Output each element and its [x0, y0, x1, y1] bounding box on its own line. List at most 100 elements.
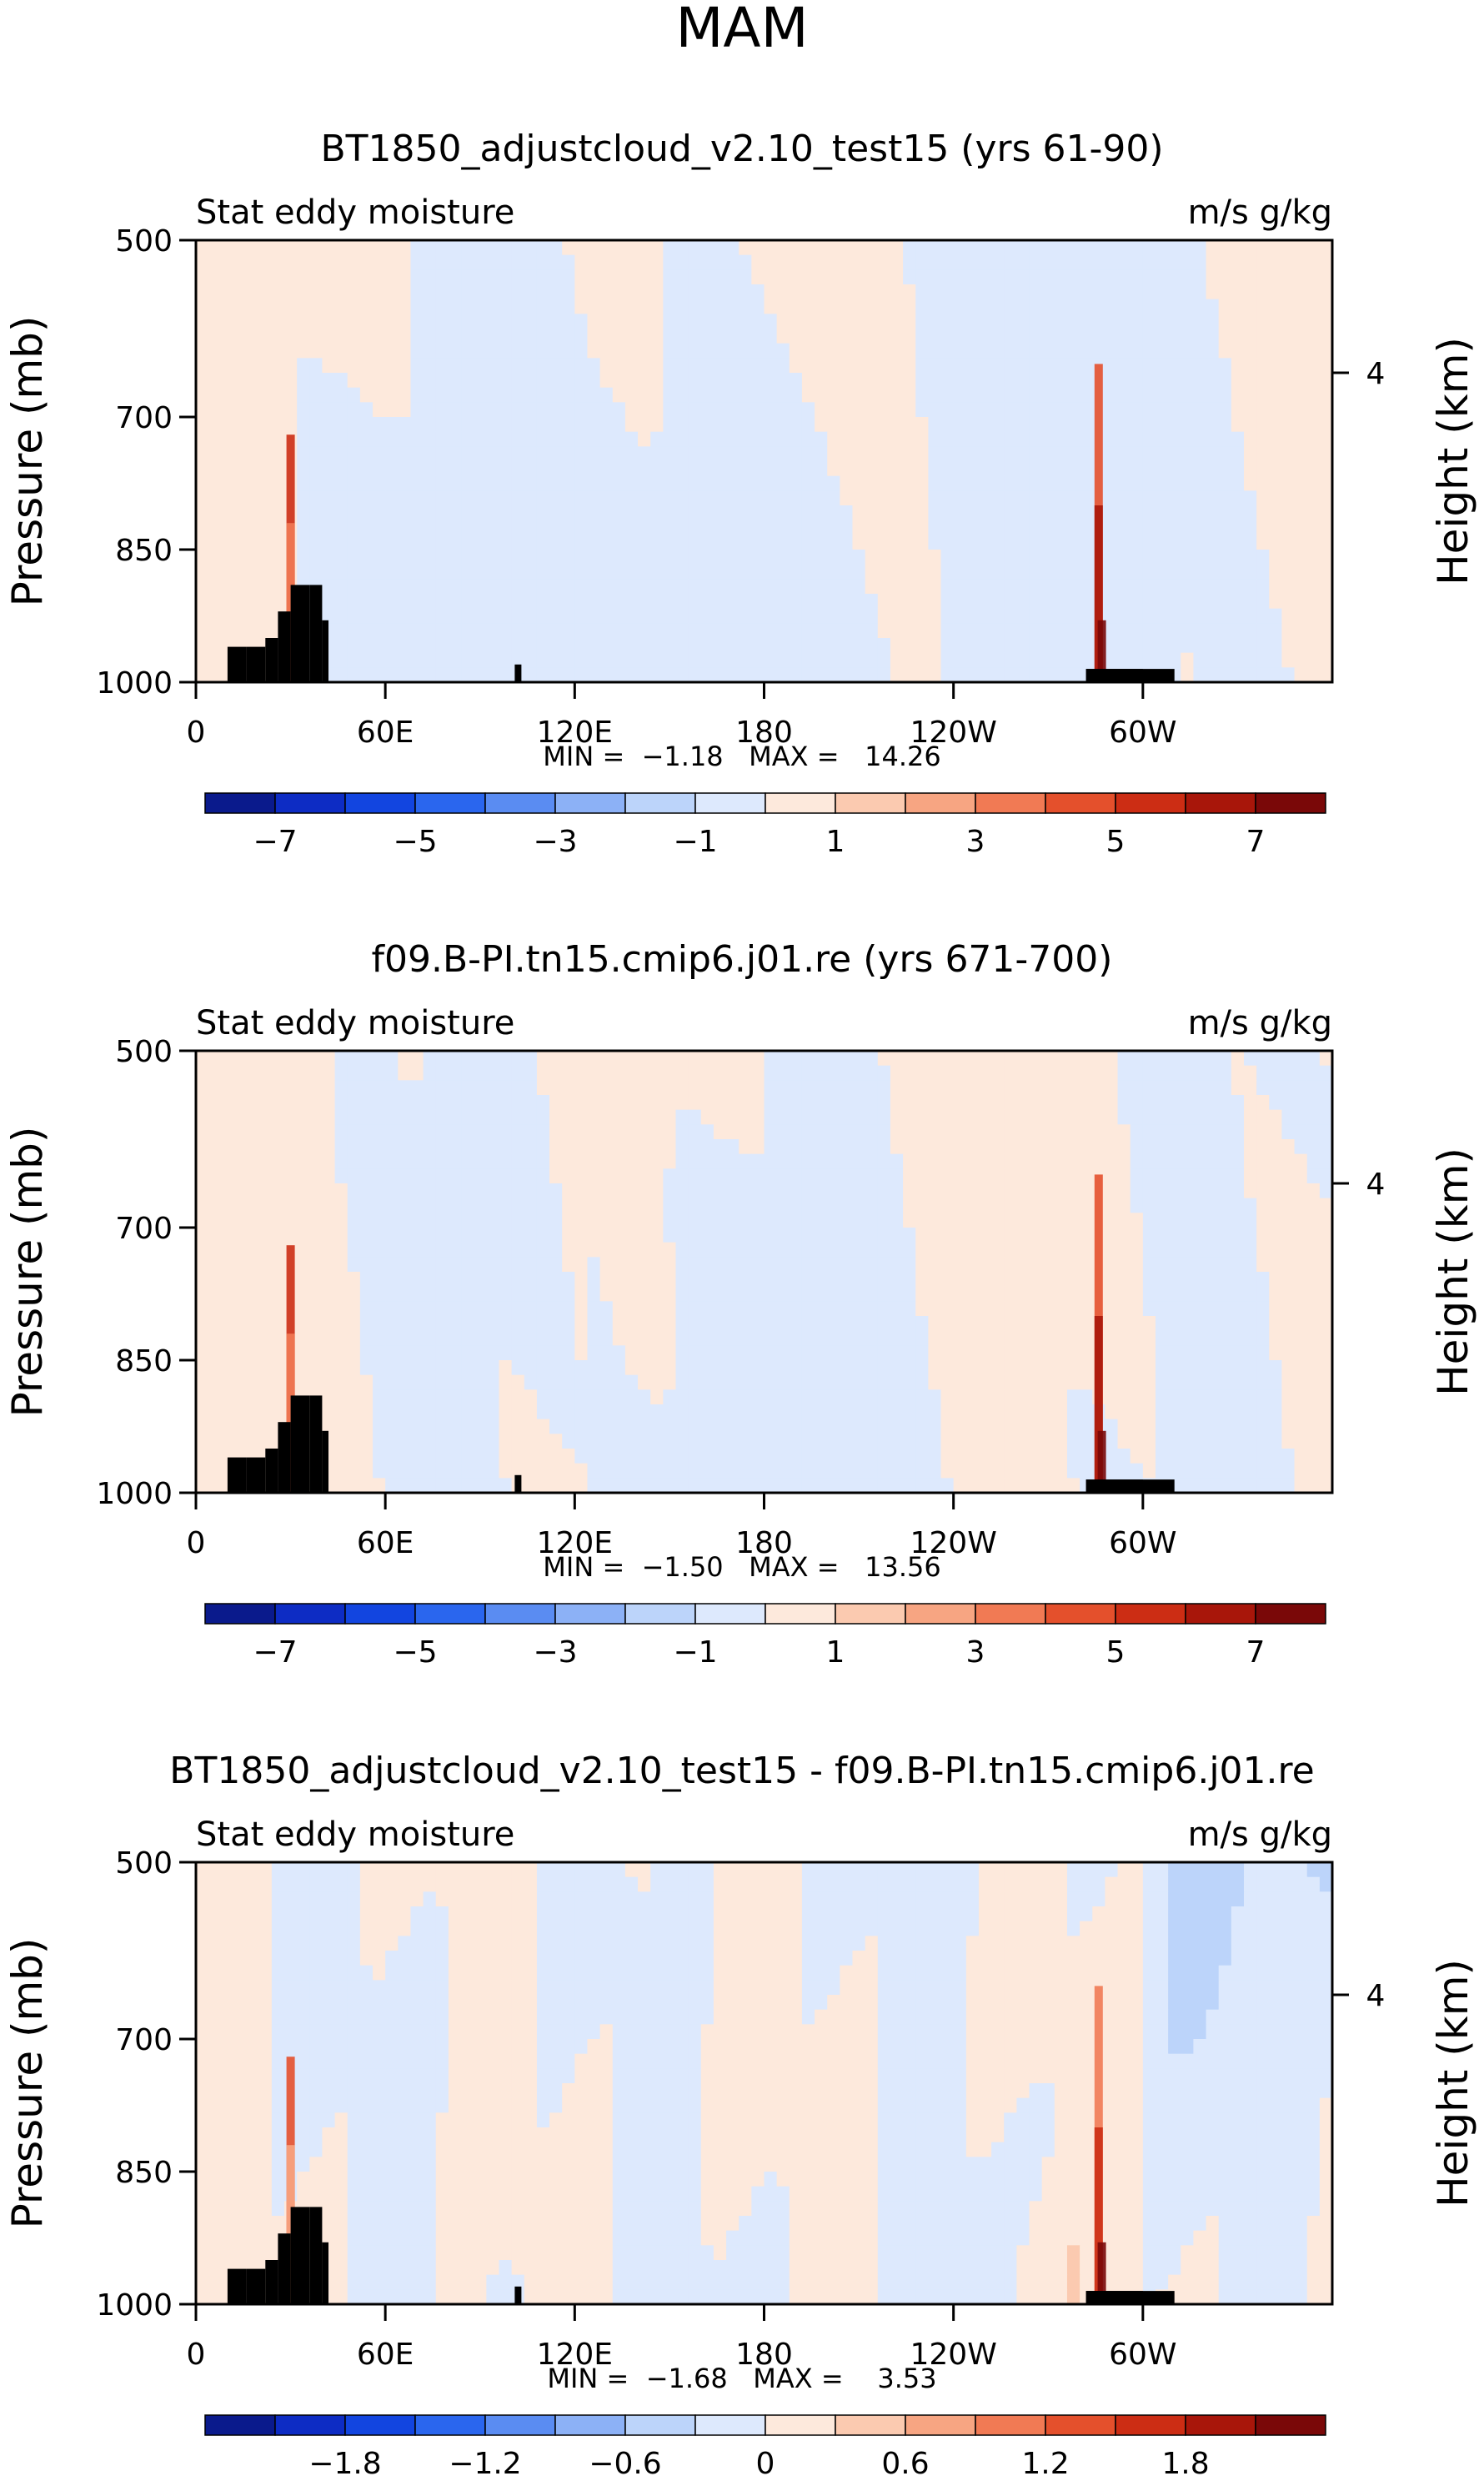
x-tick-label: 60E — [357, 1526, 414, 1560]
colorbar-box — [414, 2414, 486, 2436]
colorbar-box — [1115, 2414, 1186, 2436]
colorbar: −7 −5 −3 −1 1 3 5 7 — [204, 1603, 1326, 1670]
colorbar-label: −1 — [673, 825, 717, 859]
x-tick-label: 180 — [735, 716, 793, 750]
terrain-block — [278, 2233, 291, 2304]
colorbar-box — [1115, 792, 1186, 814]
colorbar-box — [905, 2414, 976, 2436]
stats-text: MIN = −1.50 MAX = 13.56 — [543, 1551, 940, 1583]
colorbar-box — [414, 792, 486, 814]
y-axis-label: Pressure (mb) — [3, 1127, 52, 1418]
right-string: m/s g/kg — [1188, 1816, 1332, 1854]
colorbar-box — [975, 792, 1046, 814]
y-tick-label: 1000 — [96, 2288, 173, 2323]
colorbar-box — [274, 792, 346, 814]
colorbar-box — [1185, 792, 1256, 814]
x-tick-label: 120E — [537, 1526, 613, 1560]
panels: BT1850_adjustcloud_v2.10_test15 (yrs 61-… — [3, 128, 1477, 2481]
colorbar-box — [624, 792, 696, 814]
x-tick-label: 180 — [735, 2338, 793, 2372]
right-tick-label: 4 — [1366, 357, 1386, 391]
x-tick-label: 120W — [910, 2338, 997, 2372]
colorbar-box — [554, 792, 626, 814]
y-tick-label: 1000 — [96, 666, 173, 701]
colorbar-box — [1255, 2414, 1326, 2436]
contour-fill — [196, 240, 1333, 683]
right-string: m/s g/kg — [1188, 193, 1332, 232]
colorbar-label: −5 — [393, 825, 437, 859]
colorbar-label: 1.2 — [1021, 2447, 1069, 2481]
right-tick-label: 4 — [1366, 1168, 1386, 1202]
y-tick-label: 500 — [115, 1846, 173, 1881]
chart-panel-2: f09.B-PI.tn15.cmip6.j01.re (yrs 671-700)… — [3, 938, 1477, 1670]
y-tick-label: 500 — [115, 224, 173, 259]
x-tick-label: 0 — [187, 716, 206, 750]
terrain-block — [265, 638, 278, 682]
colorbar-label: 0 — [756, 2447, 775, 2481]
terrain-block — [246, 646, 266, 682]
max-plume-5 — [1097, 2242, 1106, 2304]
colorbar-box — [835, 2414, 906, 2436]
y-tick-label: 850 — [115, 2156, 173, 2190]
colorbar-box — [344, 2414, 416, 2436]
colorbar-box — [975, 1603, 1046, 1625]
right-axis-label: Height (km) — [1429, 1148, 1477, 1396]
colorbar-label: 7 — [1246, 1635, 1266, 1670]
colorbar-label: 1 — [826, 825, 845, 859]
colorbar-box — [1185, 1603, 1256, 1625]
colorbar-label: −5 — [393, 1635, 437, 1670]
left-string: Stat eddy moisture — [196, 193, 514, 232]
colorbar-label: −3 — [533, 825, 577, 859]
terrain-block — [514, 664, 522, 682]
terrain-block — [227, 1457, 247, 1493]
colorbar-box — [765, 792, 836, 814]
terrain-block — [514, 1474, 522, 1493]
colorbar-box — [694, 2414, 766, 2436]
colorbar-label: 0.6 — [881, 2447, 929, 2481]
chart-panel-3: BT1850_adjustcloud_v2.10_test15 - f09.B-… — [3, 1750, 1477, 2481]
colorbar-box — [1115, 1603, 1186, 1625]
terrain-block — [1085, 2291, 1175, 2304]
x-tick-label: 120E — [537, 716, 613, 750]
terrain-block — [1085, 669, 1175, 682]
colorbar-box — [694, 792, 766, 814]
terrain-block — [309, 1395, 323, 1493]
colorbar-box — [344, 792, 416, 814]
colorbar-box — [835, 792, 906, 814]
colorbar: −7 −5 −3 −1 1 3 5 7 — [204, 792, 1326, 859]
colorbar-box — [344, 1603, 416, 1625]
terrain-block — [1085, 1479, 1175, 1493]
max-plume-5 — [1097, 1430, 1106, 1493]
x-tick-label: 0 — [187, 1526, 206, 1560]
colorbar-label: 3 — [966, 1635, 985, 1670]
left-string: Stat eddy moisture — [196, 1004, 514, 1042]
contour-fill — [196, 1051, 1333, 1494]
y-axis-label: Pressure (mb) — [3, 1938, 52, 2229]
colorbar-box — [204, 1603, 276, 1625]
colorbar-box — [484, 1603, 556, 1625]
terrain-block — [265, 2260, 278, 2304]
y-axis-label: Pressure (mb) — [3, 316, 52, 607]
x-tick-label: 0 — [187, 2338, 206, 2372]
terrain-block — [309, 2207, 323, 2304]
colorbar-label: 5 — [1106, 1635, 1126, 1670]
colorbar-box — [274, 1603, 346, 1625]
colorbar-box — [1045, 792, 1116, 814]
colorbar-box — [624, 2414, 696, 2436]
stats-text: MIN = −1.68 MAX = 3.53 — [547, 2363, 936, 2394]
stats-text: MIN = −1.18 MAX = 14.26 — [543, 741, 940, 772]
terrain-block — [246, 2268, 266, 2304]
colorbar-box — [905, 1603, 976, 1625]
colorbar-box — [484, 2414, 556, 2436]
terrain-block — [227, 646, 247, 682]
colorbar-box — [554, 2414, 626, 2436]
y-tick-label: 850 — [115, 1344, 173, 1379]
colorbar: −1.8 −1.2 −0.6 0 0.6 1.2 1.8 — [204, 2414, 1326, 2481]
colorbar-box — [1045, 2414, 1116, 2436]
colorbar-box — [905, 792, 976, 814]
terrain-block — [322, 620, 328, 682]
x-tick-label: 120W — [910, 716, 997, 750]
right-axis-label: Height (km) — [1429, 337, 1477, 585]
terrain-block — [514, 2286, 522, 2304]
